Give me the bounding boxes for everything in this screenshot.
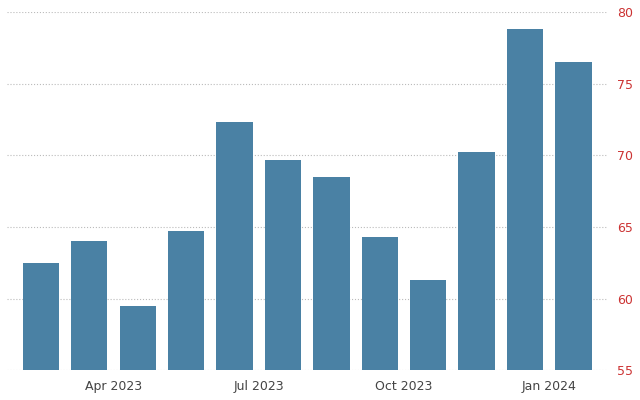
Bar — [168, 231, 204, 400]
Bar — [120, 306, 156, 400]
Bar — [265, 160, 301, 400]
Bar — [22, 263, 59, 400]
Bar — [507, 29, 543, 400]
Bar — [362, 237, 398, 400]
Bar — [410, 280, 446, 400]
Bar — [556, 62, 591, 400]
Bar — [313, 177, 349, 400]
Bar — [458, 152, 495, 400]
Bar — [216, 122, 253, 400]
Bar — [71, 241, 108, 400]
